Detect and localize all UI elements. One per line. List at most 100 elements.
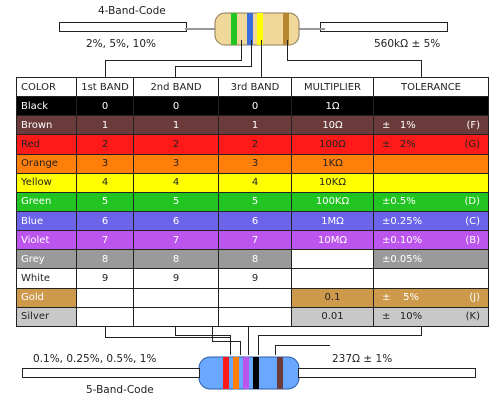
multiplier-cell: 10MΩ: [291, 230, 374, 251]
four-band-left-note: 2%, 5%, 10%: [86, 38, 157, 50]
table-row: Silver 0.01 ± 10% (K): [16, 306, 489, 328]
multiplier-cell: 1Ω: [291, 96, 374, 117]
tolerance-value: ±0.5%: [382, 196, 416, 208]
connector: [240, 341, 241, 355]
connector: [275, 345, 330, 346]
second-band-cell: 8: [133, 249, 219, 270]
first-band-cell: [76, 306, 134, 328]
tolerance-cell: ±0.5% (D): [373, 191, 489, 212]
connector: [105, 60, 242, 61]
tolerance-value: ± 2%: [382, 138, 416, 150]
column-header: COLOR: [16, 76, 77, 98]
tolerance-cell: [373, 96, 489, 117]
connector: [105, 327, 106, 337]
second-band-cell: 2: [133, 134, 219, 155]
connector: [251, 40, 252, 66]
tolerance-value: ±0.25%: [382, 215, 423, 227]
tolerance-code: (K): [465, 311, 480, 323]
color-name-cell: Brown: [16, 115, 77, 136]
third-band-cell: 3: [218, 153, 292, 174]
four-band-left-bracket: [59, 22, 187, 32]
third-band-cell: 8: [218, 249, 292, 270]
multiplier-cell: [291, 268, 374, 289]
color-code-table: COLOR 1st BAND 2nd BAND 3rd BAND MULTIPLIER T…: [16, 76, 489, 328]
multiplier-cell: 1MΩ: [291, 210, 374, 232]
four-band-title: 4-Band-Code: [98, 5, 166, 17]
third-band-cell: [218, 306, 292, 328]
third-band-cell: 1: [218, 115, 292, 136]
third-band-cell: 6: [218, 210, 292, 232]
multiplier-cell: 100Ω: [291, 134, 374, 155]
connector: [287, 60, 421, 61]
color-name-cell: Violet: [16, 230, 77, 251]
multiplier-cell: 0.01: [291, 306, 374, 328]
connector: [421, 60, 422, 77]
multiplier-cell: [291, 249, 374, 270]
connector: [175, 335, 230, 336]
second-band-cell: 9: [133, 268, 219, 289]
table-row: Red 2 2 2 100Ω ± 2% (G): [16, 134, 489, 155]
column-header: MULTIPLIER: [291, 76, 374, 98]
tolerance-value: ±0.10%: [382, 234, 423, 246]
five-band-left-bracket: [22, 368, 200, 378]
table-row: Green 5 5 5 100KΩ ±0.5% (D): [16, 191, 489, 212]
tolerance-cell: [373, 268, 489, 289]
tolerance-value: ± 10%: [382, 311, 423, 323]
color-name-cell: Red: [16, 134, 77, 155]
five-band-resistor-icon: [165, 356, 335, 390]
tolerance-value: ±0.05%: [382, 253, 423, 265]
connector: [230, 335, 231, 355]
third-band-cell: 4: [218, 172, 292, 193]
tolerance-cell: ±0.05%: [373, 249, 489, 270]
connector: [261, 40, 262, 72]
five-band-title: 5-Band-Code: [86, 384, 154, 396]
color-name-cell: Yellow: [16, 172, 77, 193]
tolerance-cell: ± 2% (G): [373, 134, 489, 155]
tolerance-code: (C): [465, 215, 480, 227]
tolerance-code: (J): [469, 292, 480, 304]
table-row: Grey 8 8 8 ±0.05%: [16, 249, 489, 270]
first-band-cell: 2: [76, 134, 134, 155]
five-band-right-bracket: [298, 368, 476, 378]
second-band-cell: 1: [133, 115, 219, 136]
connector: [248, 327, 249, 355]
first-band-cell: [76, 287, 134, 308]
connector: [175, 66, 252, 67]
color-name-cell: Gold: [16, 287, 77, 308]
column-header: 1st BAND: [76, 76, 134, 98]
connector: [105, 60, 106, 77]
tolerance-cell: ± 10% (K): [373, 306, 489, 328]
first-band-cell: 4: [76, 172, 134, 193]
multiplier-cell: 100KΩ: [291, 191, 374, 212]
five-band-right-note: 237Ω ± 1%: [332, 353, 393, 365]
second-band-cell: 7: [133, 230, 219, 251]
first-band-cell: 7: [76, 230, 134, 251]
tolerance-cell: ±0.10% (B): [373, 230, 489, 251]
third-band-cell: [218, 287, 292, 308]
connector: [261, 72, 262, 77]
table-row: Brown 1 1 1 10Ω ± 1% (F): [16, 115, 489, 136]
connector: [212, 341, 240, 342]
color-name-cell: Black: [16, 96, 77, 117]
tolerance-cell: ± 1% (F): [373, 115, 489, 136]
tolerance-cell: [373, 172, 489, 193]
third-band-cell: 0: [218, 96, 292, 117]
first-band-cell: 1: [76, 115, 134, 136]
connector: [258, 335, 421, 336]
table-row: White 9 9 9: [16, 268, 489, 289]
connector: [258, 335, 259, 355]
tolerance-cell: [373, 153, 489, 174]
connector: [421, 327, 422, 336]
first-band-cell: 8: [76, 249, 134, 270]
first-band-cell: 6: [76, 210, 134, 232]
table-row: Yellow 4 4 4 10KΩ: [16, 172, 489, 193]
second-band-cell: [133, 306, 219, 328]
second-band-cell: 4: [133, 172, 219, 193]
multiplier-cell: 10KΩ: [291, 172, 374, 193]
second-band-cell: 3: [133, 153, 219, 174]
tolerance-code: (D): [464, 196, 480, 208]
second-band-cell: [133, 287, 219, 308]
connector: [241, 40, 242, 60]
table-row: Violet 7 7 7 10MΩ ±0.10% (B): [16, 230, 489, 251]
